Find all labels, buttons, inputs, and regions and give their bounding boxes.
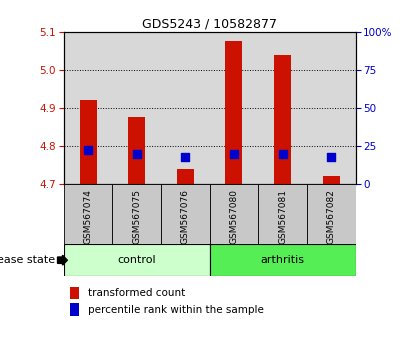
Bar xyxy=(323,177,340,184)
Bar xyxy=(210,244,356,276)
Bar xyxy=(128,118,145,184)
Bar xyxy=(69,303,79,316)
Text: GSM567082: GSM567082 xyxy=(327,189,336,244)
Text: disease state: disease state xyxy=(0,255,55,265)
Bar xyxy=(79,101,97,184)
Bar xyxy=(307,184,356,244)
Bar xyxy=(69,287,79,299)
Point xyxy=(231,152,237,157)
Text: GSM567081: GSM567081 xyxy=(278,189,287,244)
Bar xyxy=(177,169,194,184)
Point xyxy=(133,152,140,157)
Point xyxy=(328,154,335,160)
Text: GSM567080: GSM567080 xyxy=(229,189,238,244)
Bar xyxy=(274,55,291,184)
Text: GSM567075: GSM567075 xyxy=(132,189,141,244)
Bar xyxy=(64,244,210,276)
Bar xyxy=(161,184,210,244)
Text: percentile rank within the sample: percentile rank within the sample xyxy=(88,305,263,315)
Title: GDS5243 / 10582877: GDS5243 / 10582877 xyxy=(142,18,277,31)
Point xyxy=(182,154,189,160)
Point xyxy=(85,147,91,153)
Text: GSM567076: GSM567076 xyxy=(181,189,190,244)
Bar xyxy=(64,184,112,244)
Point xyxy=(279,152,286,157)
Bar xyxy=(112,184,161,244)
Text: control: control xyxy=(118,255,156,265)
Text: arthritis: arthritis xyxy=(261,255,305,265)
Bar xyxy=(210,184,258,244)
Text: GSM567074: GSM567074 xyxy=(83,189,92,244)
Bar xyxy=(225,41,242,184)
Text: transformed count: transformed count xyxy=(88,288,185,298)
Bar xyxy=(258,184,307,244)
